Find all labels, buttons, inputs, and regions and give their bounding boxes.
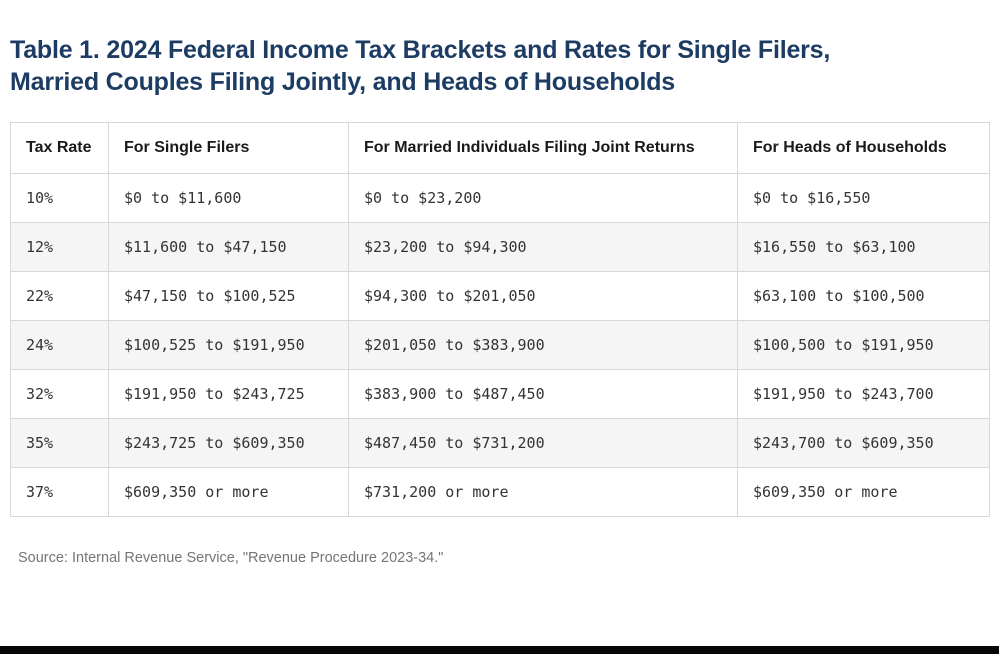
tax-rate-cell: 12% [10, 222, 109, 272]
heads-households-cell: $243,700 to $609,350 [737, 418, 990, 468]
heads-households-cell: $0 to $16,550 [737, 173, 990, 223]
table-row: 24% $100,525 to $191,950 $201,050 to $38… [10, 320, 990, 370]
married-joint-cell: $201,050 to $383,900 [348, 320, 738, 370]
married-joint-cell: $383,900 to $487,450 [348, 369, 738, 419]
heads-households-cell: $100,500 to $191,950 [737, 320, 990, 370]
page-title: Table 1. 2024 Federal Income Tax Bracket… [10, 34, 989, 98]
tax-rate-cell: 22% [10, 271, 109, 321]
single-filers-cell: $191,950 to $243,725 [108, 369, 349, 419]
married-joint-cell: $731,200 or more [348, 467, 738, 517]
tax-rate-cell: 24% [10, 320, 109, 370]
table-row: 32% $191,950 to $243,725 $383,900 to $48… [10, 369, 990, 419]
page-title-line-2: Married Couples Filing Jointly, and Head… [10, 68, 676, 96]
single-filers-cell: $243,725 to $609,350 [108, 418, 349, 468]
column-header-heads-of-households: For Heads of Households [737, 122, 990, 174]
table-row: 10% $0 to $11,600 $0 to $23,200 $0 to $1… [10, 173, 990, 223]
married-joint-cell: $0 to $23,200 [348, 173, 738, 223]
tax-rate-cell: 35% [10, 418, 109, 468]
column-header-single-filers: For Single Filers [108, 122, 349, 174]
column-header-tax-rate: Tax Rate [10, 122, 109, 174]
single-filers-cell: $100,525 to $191,950 [108, 320, 349, 370]
heads-households-cell: $609,350 or more [737, 467, 990, 517]
table-row: 12% $11,600 to $47,150 $23,200 to $94,30… [10, 222, 990, 272]
page-container: Table 1. 2024 Federal Income Tax Bracket… [0, 34, 999, 567]
heads-households-cell: $63,100 to $100,500 [737, 271, 990, 321]
page-title-line-1: Table 1. 2024 Federal Income Tax Bracket… [10, 36, 831, 64]
source-citation: Source: Internal Revenue Service, "Reven… [18, 550, 444, 566]
table-row: 37% $609,350 or more $731,200 or more $6… [10, 467, 990, 517]
heads-households-cell: $16,550 to $63,100 [737, 222, 990, 272]
single-filers-cell: $11,600 to $47,150 [108, 222, 349, 272]
heads-households-cell: $191,950 to $243,700 [737, 369, 990, 419]
tax-rate-cell: 37% [10, 467, 109, 517]
table-row: 22% $47,150 to $100,525 $94,300 to $201,… [10, 271, 990, 321]
table-row: 35% $243,725 to $609,350 $487,450 to $73… [10, 418, 990, 468]
table-header-row: Tax Rate For Single Filers For Married I… [10, 122, 990, 174]
tax-brackets-table: Tax Rate For Single Filers For Married I… [10, 122, 990, 517]
single-filers-cell: $47,150 to $100,525 [108, 271, 349, 321]
tax-rate-cell: 10% [10, 173, 109, 223]
single-filers-cell: $609,350 or more [108, 467, 349, 517]
single-filers-cell: $0 to $11,600 [108, 173, 349, 223]
bottom-edge-bar [0, 646, 999, 654]
married-joint-cell: $94,300 to $201,050 [348, 271, 738, 321]
tax-rate-cell: 32% [10, 369, 109, 419]
column-header-married-joint: For Married Individuals Filing Joint Ret… [348, 122, 738, 174]
married-joint-cell: $487,450 to $731,200 [348, 418, 738, 468]
married-joint-cell: $23,200 to $94,300 [348, 222, 738, 272]
